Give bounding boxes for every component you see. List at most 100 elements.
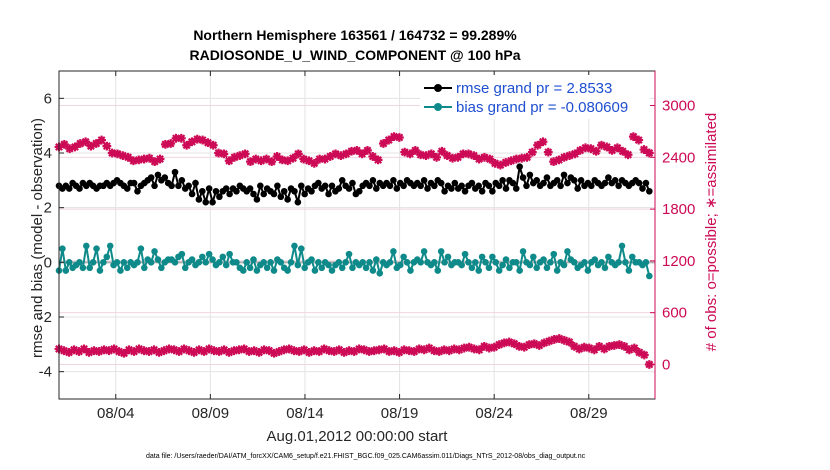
bias-point	[123, 264, 131, 272]
assimilated-obs-point	[559, 152, 569, 162]
assimilated-obs-point	[426, 149, 436, 159]
assimilated-obs-point	[581, 143, 590, 153]
bias-point	[253, 267, 261, 274]
rmse-point	[519, 174, 527, 181]
rmse-point	[553, 177, 561, 184]
possible-obs-point	[64, 347, 74, 357]
chart-title: Northern Hemisphere 163561 / 164732 = 99…	[193, 27, 517, 43]
assimilated-obs-point	[214, 148, 223, 158]
possible-obs-point	[499, 338, 509, 348]
assimilated-obs-point	[458, 149, 468, 159]
possible-obs-point	[184, 346, 194, 356]
rmse-point	[451, 179, 459, 187]
rmse-point	[151, 182, 158, 190]
rmse-point	[485, 182, 493, 190]
assimilated-obs-point	[437, 146, 447, 156]
possible-obs-point	[429, 346, 439, 356]
rmse-point	[543, 174, 551, 181]
series-layer	[54, 132, 654, 369]
possible-obs-point	[559, 335, 569, 345]
assimilated-obs-point	[208, 140, 218, 150]
possible-obs-point	[439, 345, 449, 355]
rmse-point	[338, 177, 346, 184]
assimilated-obs-point	[336, 151, 346, 160]
possible-obs-point	[539, 338, 549, 348]
bias-point	[62, 267, 70, 274]
possible-obs-point	[294, 347, 304, 356]
assimilated-obs-point	[453, 152, 463, 162]
possible-obs-point	[159, 346, 169, 356]
possible-obs-point	[264, 346, 274, 356]
bias-point	[76, 259, 83, 266]
bias-point	[205, 250, 213, 258]
possible-obs-group	[54, 334, 654, 369]
assimilated-obs-point	[442, 151, 452, 160]
bias-point	[465, 259, 472, 266]
rmse-point	[611, 177, 619, 184]
bias-point	[540, 256, 547, 263]
bias-point	[431, 259, 438, 266]
rmse-point	[321, 182, 329, 190]
possible-obs-point	[319, 344, 329, 354]
possible-obs-point	[119, 348, 129, 358]
bias-point	[59, 245, 66, 252]
possible-obs-point	[124, 345, 134, 355]
assimilated-obs-point	[607, 146, 617, 155]
assimilated-obs-point	[623, 150, 633, 160]
possible-obs-point	[434, 347, 444, 356]
rmse-point	[274, 182, 281, 190]
y-right-tick-label: 600	[662, 305, 687, 322]
rmse-point	[199, 187, 206, 195]
bias-point	[553, 267, 561, 274]
x-tick-label: 08/14	[286, 405, 324, 422]
rmse-point	[526, 171, 534, 179]
rmse-point	[130, 179, 138, 187]
bias-point	[277, 259, 285, 266]
rmse-point	[478, 187, 486, 195]
assimilated-obs-point	[139, 154, 149, 164]
bias-point	[65, 259, 73, 266]
possible-obs-point	[489, 342, 499, 352]
possible-obs-point	[279, 345, 289, 355]
possible-obs-point	[349, 347, 359, 356]
bias-point	[246, 264, 254, 272]
bias-point	[113, 259, 121, 266]
grid	[59, 71, 655, 399]
rmse-point	[499, 177, 506, 184]
bias-point	[485, 264, 493, 272]
assimilated-obs-point	[203, 138, 213, 148]
bias-point	[526, 261, 534, 269]
possible-obs-point	[534, 341, 544, 350]
possible-obs-point	[609, 341, 619, 350]
possible-obs-point	[324, 346, 334, 356]
y-right-tick-label: 3000	[662, 98, 695, 115]
x-axis-label: Aug.01,2012 00:00:00 start	[267, 428, 449, 445]
bias-point	[188, 256, 196, 263]
possible-obs-point	[179, 344, 189, 354]
bias-point	[564, 248, 571, 255]
assimilated-obs-point	[304, 156, 314, 166]
rmse-point	[642, 179, 650, 187]
possible-obs-point	[364, 347, 374, 356]
assimilated-obs-point	[410, 146, 420, 155]
bias-point	[267, 259, 274, 266]
possible-obs-point	[449, 344, 459, 354]
bias-point	[622, 259, 629, 266]
assimilated-obs-point	[639, 145, 649, 154]
assimilated-obs-point	[506, 156, 516, 166]
rmse-point	[280, 187, 288, 195]
rmse-point	[175, 182, 182, 190]
assimilated-obs-point	[293, 149, 303, 159]
rmse-point	[431, 182, 438, 190]
rmse-point	[400, 182, 407, 190]
assimilated-obs-point	[187, 137, 197, 147]
y-axis-left-label: rmse and bias (model - observation)	[29, 118, 46, 358]
y-left-tick-label: -4	[39, 364, 52, 381]
bias-point	[226, 250, 233, 258]
assimilated-obs-point	[299, 154, 309, 164]
assimilated-obs-point	[384, 135, 394, 145]
possible-obs-point	[359, 345, 369, 355]
possible-obs-point	[129, 347, 139, 356]
bias-point	[151, 248, 158, 255]
bias-point	[495, 267, 503, 274]
